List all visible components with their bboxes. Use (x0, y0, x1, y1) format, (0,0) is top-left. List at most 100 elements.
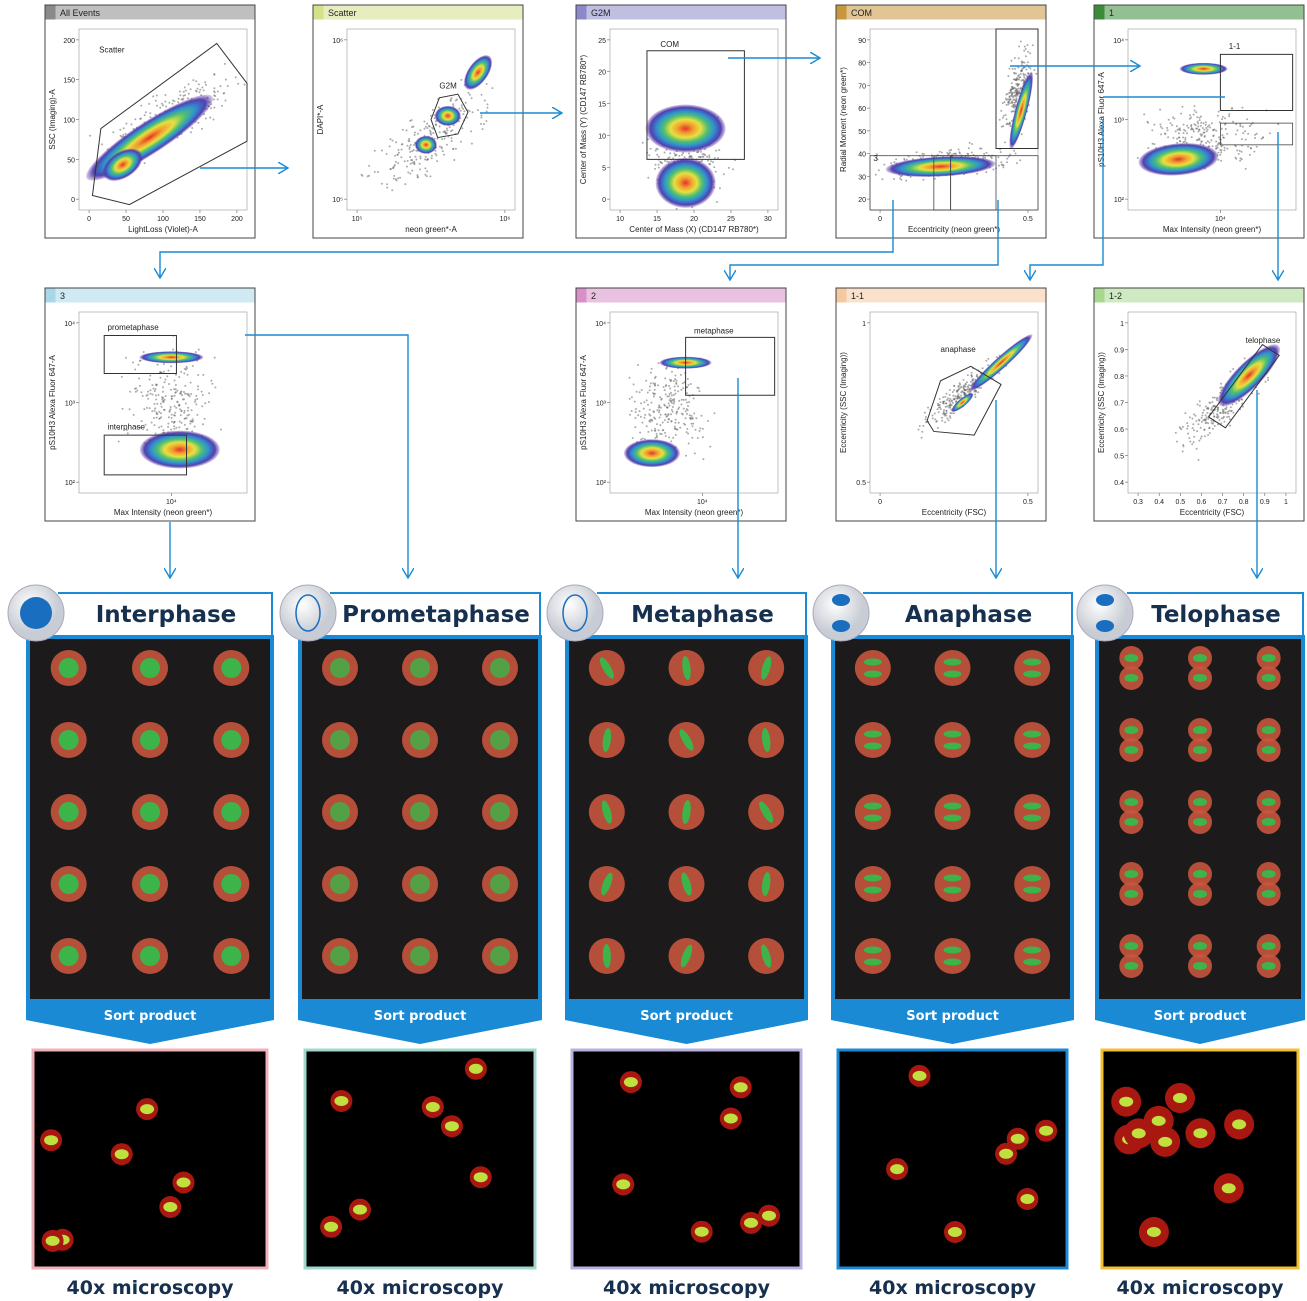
event-dot (1015, 162, 1018, 165)
event-dot (678, 406, 681, 409)
event-dot (985, 359, 988, 362)
event-dot (685, 454, 687, 457)
event-dot (424, 167, 427, 170)
event-dot (671, 410, 674, 413)
event-dot (1203, 135, 1206, 137)
event-dot (1197, 458, 1200, 461)
density-blob (1009, 71, 1034, 150)
event-dot (650, 367, 653, 370)
event-dot (481, 128, 484, 131)
event-dot (1226, 147, 1229, 150)
y-tick-label: 100 (63, 118, 75, 125)
event-dot (1011, 105, 1014, 108)
event-dot (959, 383, 962, 386)
plot-header-swatch (576, 288, 587, 303)
y-tick-label: 25 (598, 38, 606, 45)
event-dot (1178, 426, 1181, 429)
event-dot (1187, 126, 1190, 129)
y-tick-label: 40 (858, 152, 866, 159)
event-dot (1219, 412, 1222, 414)
x-axis-label: Max Intensity (neon green*) (645, 508, 744, 517)
event-dot (957, 385, 960, 388)
event-dot (89, 134, 92, 137)
event-dot (169, 406, 172, 408)
event-dot (708, 162, 711, 165)
chromatin (1023, 886, 1042, 894)
event-dot (998, 372, 1001, 375)
event-dot (967, 388, 970, 391)
event-dot (1216, 399, 1219, 402)
event-dot (1151, 129, 1154, 132)
event-dot (151, 384, 154, 387)
density-blob (655, 157, 716, 208)
event-dot (950, 412, 953, 415)
event-dot (1210, 139, 1213, 142)
event-dot (877, 169, 880, 172)
event-dot (680, 388, 683, 391)
event-dot (674, 389, 676, 392)
event-dot (674, 434, 677, 436)
event-dot (156, 104, 158, 107)
y-tick-label: 10⁴ (64, 321, 75, 328)
chromatin (1261, 674, 1276, 682)
event-dot (149, 112, 152, 115)
event-dot (1210, 408, 1213, 411)
event-dot (918, 425, 921, 427)
phase-title: Interphase (96, 602, 237, 628)
event-dot (401, 143, 404, 146)
event-dot (952, 152, 955, 155)
event-dot (483, 99, 486, 102)
event-dot (485, 83, 488, 85)
event-dot (915, 151, 918, 154)
event-dot (1186, 422, 1189, 425)
event-dot (667, 402, 670, 405)
gate (646, 50, 745, 160)
event-dot (440, 146, 443, 149)
event-dot (681, 382, 684, 385)
event-dot (645, 379, 648, 382)
event-dot (684, 398, 687, 401)
event-dot (957, 393, 960, 396)
event-dot (660, 398, 663, 401)
event-dot (446, 129, 449, 132)
event-dot (1035, 72, 1038, 75)
x-tick-label: 10⁴ (166, 499, 177, 506)
event-dot (119, 128, 122, 131)
chromatin (679, 729, 694, 751)
arrow (160, 200, 894, 278)
chromatin (943, 802, 962, 810)
event-dot (1015, 88, 1018, 91)
event-dot (673, 152, 676, 155)
event-dot (397, 151, 400, 154)
event-dot (715, 149, 718, 152)
event-dot (701, 427, 704, 430)
event-dot (400, 148, 403, 151)
event-dot (196, 398, 199, 400)
event-dot (668, 395, 670, 398)
event-dot (667, 418, 670, 421)
event-dot (943, 414, 946, 417)
event-dot (971, 379, 974, 381)
event-dot (480, 123, 482, 125)
event-dot (659, 432, 662, 435)
event-dot (148, 407, 151, 410)
event-dot (1191, 443, 1194, 446)
event-dot (656, 153, 659, 156)
event-dot (174, 411, 177, 414)
event-dot (435, 124, 437, 127)
event-dot (1205, 407, 1208, 410)
micro-chromatin (1119, 1096, 1134, 1107)
event-dot (1218, 419, 1221, 422)
event-dot (1136, 156, 1139, 159)
event-dot (1033, 69, 1036, 71)
event-dot (656, 148, 659, 151)
event-dot (681, 153, 683, 156)
plot-frame (835, 287, 1047, 522)
event-dot (1020, 69, 1023, 72)
chromatin (140, 874, 160, 894)
event-dot (461, 127, 464, 130)
event-dot (1010, 59, 1013, 62)
plot-header-swatch (45, 288, 56, 303)
event-dot (1220, 145, 1223, 148)
y-tick-label: 50 (67, 157, 75, 164)
